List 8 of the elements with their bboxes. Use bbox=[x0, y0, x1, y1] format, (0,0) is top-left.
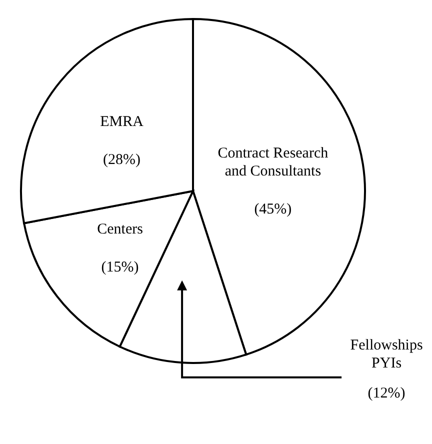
slice-label: Fellowships PYIs bbox=[350, 337, 423, 372]
slice-label: EMRA bbox=[100, 114, 144, 130]
data-label: (15%) bbox=[101, 260, 139, 276]
data-label: (12%) bbox=[368, 385, 406, 402]
slice-label: Contract Research and Consultants bbox=[218, 146, 329, 180]
data-label: (45%) bbox=[254, 202, 292, 218]
slice-label: Centers bbox=[97, 222, 144, 238]
data-label: (28%) bbox=[102, 152, 140, 168]
